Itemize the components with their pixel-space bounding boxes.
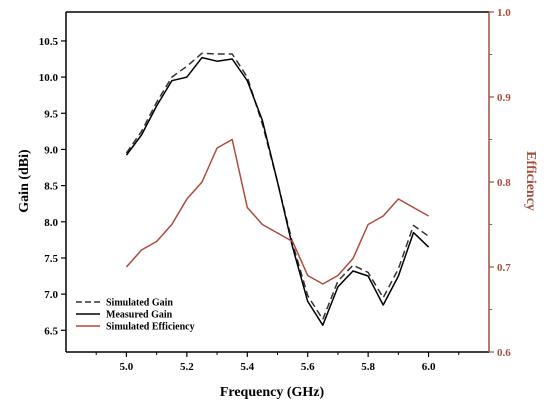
legend-entry: Measured Gain — [106, 310, 173, 321]
series-line-simulated-gain — [125, 52, 430, 321]
y-tick-label: 10.5 — [39, 36, 59, 48]
x-axis-title: Frequency (GHz) — [220, 385, 325, 400]
y-tick-label: 7.5 — [44, 253, 58, 265]
plot-frame — [65, 11, 490, 353]
x-tick-label: 5.8 — [361, 361, 375, 373]
y2-tick-label: 0.9 — [497, 92, 511, 104]
y-tick-label: 7.0 — [44, 289, 58, 301]
x-tick-label: 5.0 — [120, 361, 134, 373]
y-tick-label: 9.0 — [44, 144, 58, 156]
legend-entry: Simulated Gain — [106, 298, 173, 309]
x-tick-label: 5.4 — [240, 361, 254, 373]
y2-tick-label: 0.7 — [497, 262, 511, 274]
x-tick-label: 5.6 — [301, 361, 315, 373]
y-ticks: 6.5 7.0 7.5 8.0 8.5 9.0 9.5 10.0 10.5 — [39, 36, 66, 337]
y-tick-label: 8.0 — [44, 217, 58, 229]
y2-tick-label: 0.8 — [497, 177, 511, 189]
series-line-simulated-efficiency — [125, 138, 429, 285]
x-ticks: 5.0 5.2 5.4 5.6 5.8 6.0 — [95, 352, 460, 373]
y2-tick-label: 0.6 — [497, 347, 511, 359]
y-tick-label: 6.5 — [44, 325, 58, 337]
x-tick-label: 5.2 — [180, 361, 194, 373]
x-tick-label: 6.0 — [422, 361, 436, 373]
series-line-measured-gain — [125, 56, 430, 326]
y2-tick-label: 1.0 — [497, 7, 511, 19]
y-tick-label: 9.5 — [44, 108, 58, 120]
y2-ticks: 0.6 0.7 0.8 0.9 1.0 — [489, 7, 511, 359]
legend-entry: Simulated Efficiency — [106, 322, 195, 333]
y-tick-label: 8.5 — [44, 181, 58, 193]
y-tick-label: 10.0 — [39, 72, 59, 84]
y2-axis-title: Efficiency — [523, 151, 538, 211]
y-axis-title: Gain (dBi) — [17, 149, 32, 213]
series-layer — [125, 52, 430, 326]
